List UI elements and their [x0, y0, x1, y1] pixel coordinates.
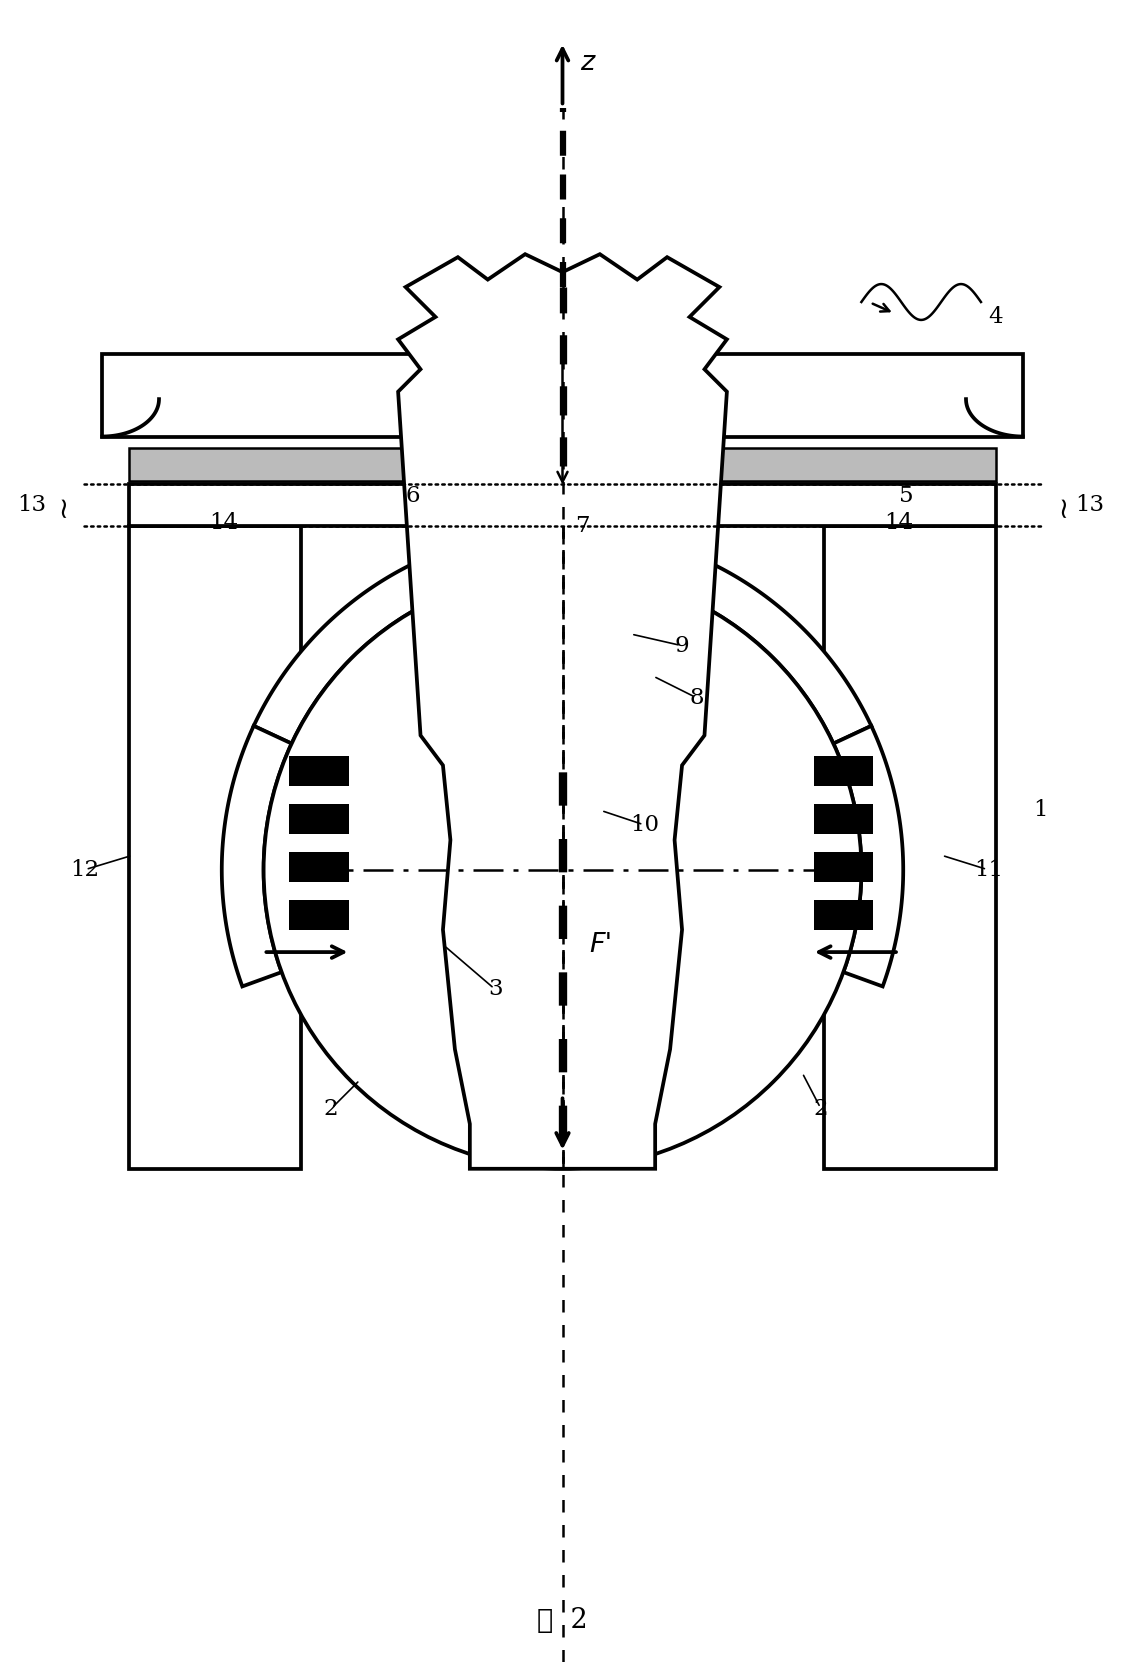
Text: 8: 8: [690, 687, 704, 709]
Polygon shape: [254, 529, 871, 744]
Text: 14: 14: [884, 512, 914, 534]
Text: 14: 14: [209, 512, 237, 534]
Text: 3: 3: [488, 978, 503, 1001]
Text: 4: 4: [989, 306, 1004, 328]
Bar: [129, 449, 996, 482]
Text: 13: 13: [17, 494, 46, 516]
Text: 图  2: 图 2: [538, 1606, 588, 1633]
Bar: [102, 354, 1023, 437]
Bar: [824, 526, 996, 1169]
Polygon shape: [222, 726, 291, 986]
Text: 9: 9: [675, 635, 690, 657]
Bar: [129, 526, 302, 1169]
Bar: [503, 358, 622, 400]
Bar: [289, 756, 349, 786]
Bar: [102, 354, 1023, 437]
Text: 13: 13: [1076, 494, 1105, 516]
Circle shape: [263, 571, 862, 1169]
Bar: [129, 449, 996, 482]
Bar: [129, 526, 302, 1169]
Bar: [813, 756, 873, 786]
Bar: [813, 900, 873, 929]
Bar: [813, 852, 873, 882]
Bar: [488, 601, 637, 633]
Bar: [824, 526, 996, 1169]
Text: 11: 11: [974, 858, 1002, 880]
Bar: [488, 601, 637, 633]
Text: 12: 12: [70, 858, 99, 880]
Text: 1: 1: [1034, 800, 1048, 822]
Text: F': F': [590, 932, 612, 958]
Text: 2: 2: [813, 1099, 828, 1121]
Bar: [129, 484, 996, 526]
Polygon shape: [521, 702, 604, 736]
Text: z: z: [580, 50, 595, 76]
Bar: [813, 805, 873, 833]
Bar: [129, 484, 996, 526]
Text: 10: 10: [630, 815, 659, 837]
Text: 5: 5: [899, 486, 914, 507]
Bar: [289, 852, 349, 882]
Text: ~: ~: [1048, 492, 1077, 517]
Bar: [521, 633, 604, 664]
Polygon shape: [398, 254, 727, 1169]
Text: 7: 7: [575, 516, 590, 538]
Text: 2: 2: [324, 1099, 339, 1121]
Bar: [289, 805, 349, 833]
Text: 6: 6: [406, 486, 421, 507]
Text: ~: ~: [48, 492, 76, 517]
Bar: [521, 601, 604, 736]
Polygon shape: [834, 726, 903, 986]
Bar: [521, 601, 604, 736]
Bar: [289, 900, 349, 929]
